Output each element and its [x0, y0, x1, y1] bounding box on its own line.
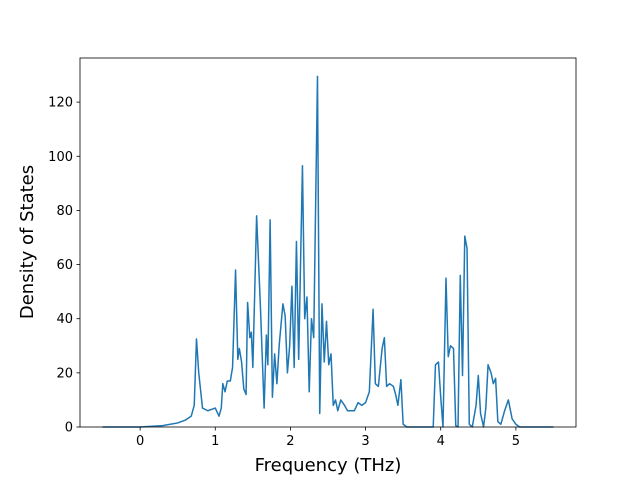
x-tick-label: 4	[437, 434, 445, 449]
x-tick-label: 5	[512, 434, 520, 449]
y-tick-label: 20	[56, 366, 73, 381]
x-tick-label: 1	[211, 434, 219, 449]
plot-frame	[79, 57, 577, 428]
y-tick-label: 80	[56, 204, 73, 219]
x-tick-label: 3	[361, 434, 369, 449]
y-tick-label: 40	[56, 312, 73, 327]
y-tick-label: 0	[65, 421, 73, 436]
x-tick-label: 2	[286, 434, 294, 449]
x-tick-label: 0	[136, 434, 144, 449]
line-series	[102, 75, 554, 428]
y-tick-label: 100	[48, 150, 73, 165]
y-tick-label: 120	[48, 96, 73, 111]
y-tick-label: 60	[56, 258, 73, 273]
x-axis-label: Frequency (THz)	[255, 455, 402, 476]
y-axis-label: Density of States	[17, 165, 38, 319]
